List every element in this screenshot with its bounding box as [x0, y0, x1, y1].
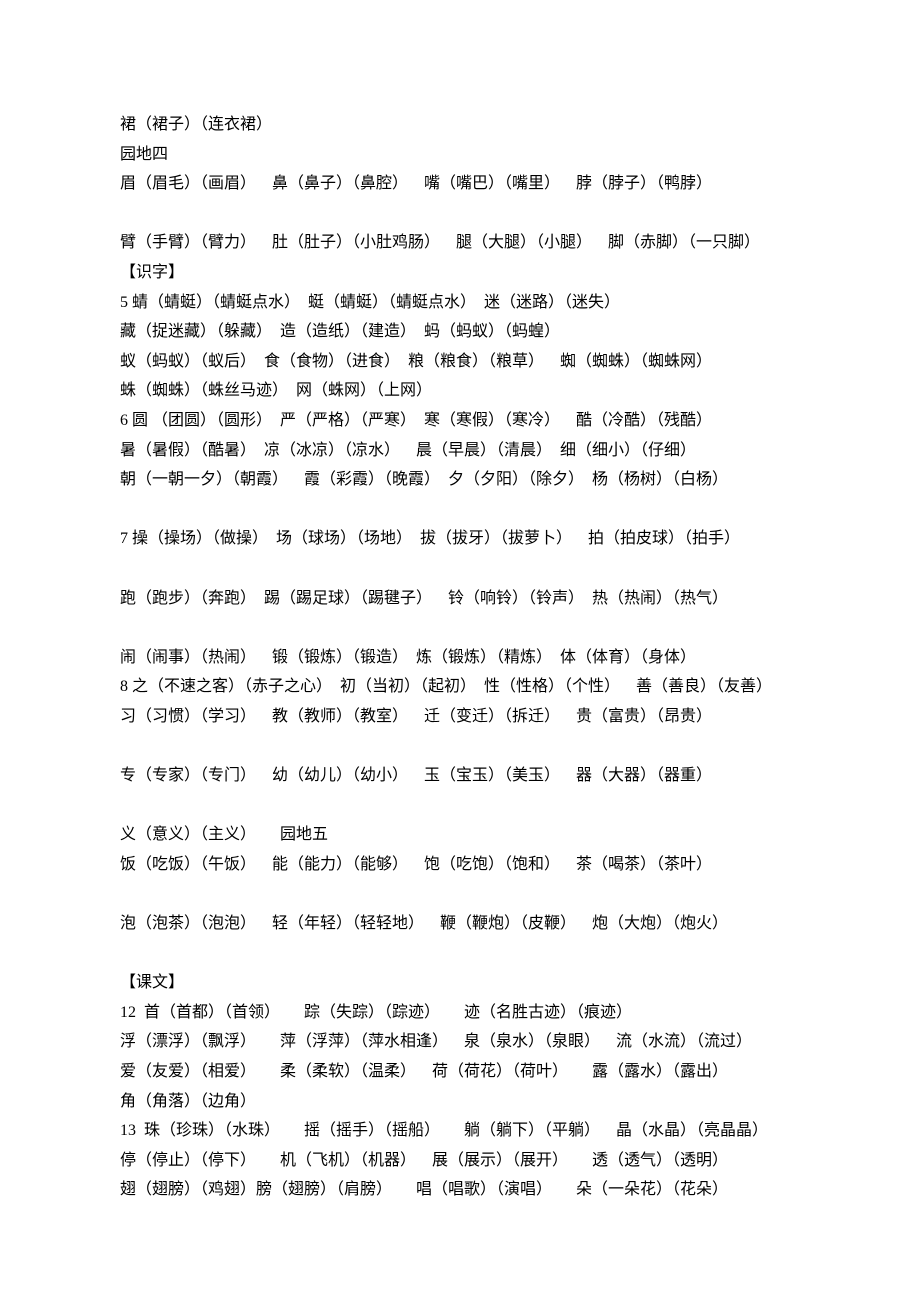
text-line: 专（专家）（专门） 幼（幼儿）（幼小） 玉（宝玉）（美玉） 器（大器）（器重） [120, 761, 800, 791]
text-line: 跑（跑步）（奔跑） 踢（踢足球）（踢毽子） 铃（响铃）（铃声） 热（热闹）（热气… [120, 584, 800, 614]
text-line: 7 操（操场）（做操） 场（球场）（场地） 拔（拔牙）（拔萝卜） 拍（拍皮球）（… [120, 524, 800, 554]
text-line: 裙（裙子）（连衣裙） [120, 110, 800, 140]
text-line: 眉（眉毛）（画眉） 鼻（鼻子）（鼻腔） 嘴（嘴巴）（嘴里） 脖（脖子）（鸭脖） [120, 169, 800, 199]
text-line [120, 554, 800, 584]
text-line: 停（停止）（停下） 机（飞机）（机器） 展（展示）（展开） 透（透气）（透明） [120, 1146, 800, 1176]
text-line: 泡（泡茶）（泡泡） 轻（年轻）（轻轻地） 鞭（鞭炮）（皮鞭） 炮（大炮）（炮火） [120, 909, 800, 939]
text-line: 8 之（不速之客）（赤子之心） 初（当初）（起初） 性（性格）（个性） 善（善良… [120, 672, 800, 702]
text-line: 【课文】 [120, 968, 800, 998]
document-page: 裙（裙子）（连衣裙）园地四眉（眉毛）（画眉） 鼻（鼻子）（鼻腔） 嘴（嘴巴）（嘴… [0, 0, 920, 1302]
text-line: 园地四 [120, 140, 800, 170]
text-line: 12 首（首都）（首领） 踪（失踪）（踪迹） 迹（名胜古迹）（痕迹） [120, 998, 800, 1028]
text-line: 翅（翅膀）（鸡翅）膀（翅膀）（肩膀） 唱（唱歌）（演唱） 朵（一朵花）（花朵） [120, 1175, 800, 1205]
text-line [120, 939, 800, 969]
text-line: 朝（一朝一夕）（朝霞） 霞（彩霞）（晚霞） 夕（夕阳）（除夕） 杨（杨树）（白杨… [120, 465, 800, 495]
text-line [120, 791, 800, 821]
text-line: 暑（暑假）（酷暑） 凉（冰凉）（凉水） 晨（早晨）（清晨） 细（细小）（仔细） [120, 436, 800, 466]
text-line [120, 199, 800, 229]
text-line: 饭（吃饭）（午饭） 能（能力）（能够） 饱（吃饱）（饱和） 茶（喝茶）（茶叶） [120, 850, 800, 880]
text-line [120, 495, 800, 525]
text-line: 13 珠（珍珠）（水珠） 摇（摇手）（摇船） 躺（躺下）（平躺） 晶（水晶）（亮… [120, 1116, 800, 1146]
text-line: 习（习惯）（学习） 教（教师）（教室） 迁（变迁）（拆迁） 贵（富贵）（昂贵） [120, 702, 800, 732]
text-line: 角（角落）（边角） [120, 1087, 800, 1117]
text-line: 义（意义）（主义） 园地五 [120, 820, 800, 850]
text-line: 爱（友爱）（相爱） 柔（柔软）（温柔） 荷（荷花）（荷叶） 露（露水）（露出） [120, 1057, 800, 1087]
text-line: 臂（手臂）（臂力） 肚（肚子）（小肚鸡肠） 腿（大腿）（小腿） 脚（赤脚）（一只… [120, 228, 800, 258]
text-line: 闹（闹事）（热闹） 锻（锻炼）（锻造） 炼（锻炼）（精炼） 体（体育）（身体） [120, 643, 800, 673]
text-line: 5 蜻（蜻蜓）（蜻蜓点水） 蜓（蜻蜓）（蜻蜓点水） 迷（迷路）（迷失） [120, 288, 800, 318]
text-line: 6 圆 （团圆）（圆形） 严（严格）（严寒） 寒（寒假）（寒冷） 酷（冷酷）（残… [120, 406, 800, 436]
text-line: 浮（漂浮）（飘浮） 萍（浮萍）（萍水相逢） 泉（泉水）（泉眼） 流（水流）（流过… [120, 1027, 800, 1057]
text-line [120, 731, 800, 761]
text-content: 裙（裙子）（连衣裙）园地四眉（眉毛）（画眉） 鼻（鼻子）（鼻腔） 嘴（嘴巴）（嘴… [120, 110, 800, 1205]
text-line: 蛛（蜘蛛）（蛛丝马迹） 网（蛛网）（上网） [120, 376, 800, 406]
text-line: 蚁（蚂蚁）（蚁后） 食（食物）（进食） 粮（粮食）（粮草） 蜘（蜘蛛）（蜘蛛网） [120, 347, 800, 377]
text-line [120, 613, 800, 643]
text-line [120, 879, 800, 909]
text-line: 【识字】 [120, 258, 800, 288]
text-line: 藏（捉迷藏）（躲藏） 造（造纸）（建造） 蚂（蚂蚁）（蚂蝗） [120, 317, 800, 347]
